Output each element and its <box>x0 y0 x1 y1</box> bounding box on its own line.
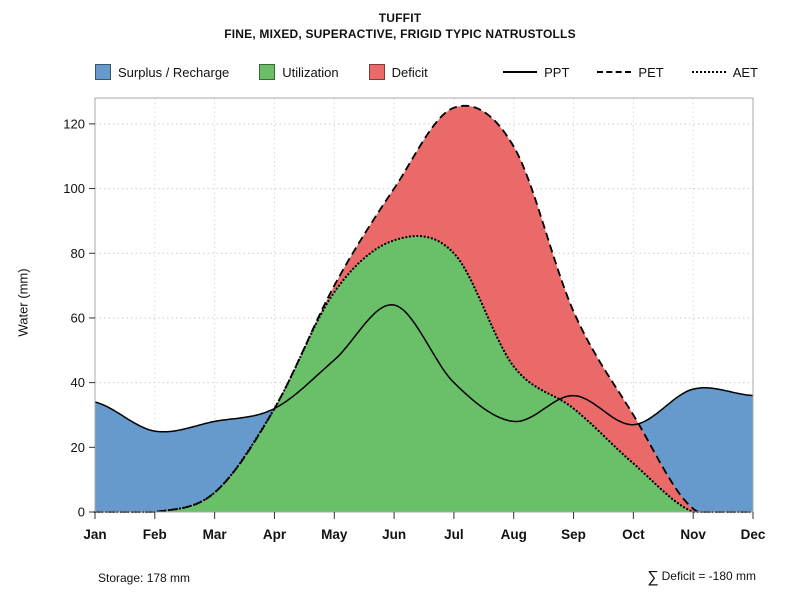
legend-label: Deficit <box>391 64 428 80</box>
x-tick-label: Mar <box>203 527 228 542</box>
x-tick-label: Jan <box>83 527 106 542</box>
chart-title-block: TUFFIT FINE, MIXED, SUPERACTIVE, FRIGID … <box>0 10 800 42</box>
x-tick-label: May <box>321 527 348 542</box>
area-deficit <box>278 105 699 513</box>
x-tick-label: Jul <box>444 527 464 542</box>
legend-label: PET <box>638 64 664 80</box>
x-tick-label: Oct <box>622 527 645 542</box>
y-tick-label: 0 <box>78 505 85 520</box>
legend-item-utilization: Utilization <box>259 64 339 80</box>
x-tick-label: Nov <box>680 527 706 542</box>
legend-label: Utilization <box>282 64 339 80</box>
ppt-line-sample <box>503 71 538 73</box>
legend-item-surplus: Surplus / Recharge <box>95 64 229 80</box>
legend-label: AET <box>732 64 758 80</box>
chart-title-line1: TUFFIT <box>378 11 422 25</box>
chart-title-line2: FINE, MIXED, SUPERACTIVE, FRIGID TYPIC N… <box>224 27 576 41</box>
deficit-annotation-text: Deficit = -180 mm <box>661 569 756 583</box>
deficit-annotation: ∑ Deficit = -180 mm <box>647 569 756 587</box>
y-tick-label: 60 <box>71 310 85 325</box>
x-tick-label: Dec <box>741 527 766 542</box>
legend-lines: PPT PET AET <box>503 65 758 80</box>
plot-border <box>94 97 754 513</box>
sum-symbol: ∑ <box>647 569 659 586</box>
area-utilization <box>155 236 693 512</box>
pet-line-sample <box>597 71 632 73</box>
legend-item-aet: AET <box>691 64 758 80</box>
chart-svg: 0 20 40 60 80 100 120 Jan Feb Mar Apr May Jun Jul Aug S… <box>63 97 766 542</box>
utilization-swatch <box>259 64 276 80</box>
x-tick-label: Feb <box>143 527 167 542</box>
line-ppt <box>94 304 754 433</box>
storage-annotation: Storage: 178 mm <box>98 571 191 585</box>
legend: Surplus / Recharge Utilization Deficit PPT P… <box>95 64 758 80</box>
legend-label: PPT <box>544 64 570 80</box>
y-tick-label: 20 <box>71 440 85 455</box>
x-tick-label: Apr <box>263 527 287 542</box>
y-tick-label: 100 <box>63 181 85 196</box>
aet-line-sample <box>691 71 726 73</box>
surplus-swatch <box>95 64 111 80</box>
x-tick-label: Jun <box>382 527 406 542</box>
y-tick-label: 80 <box>71 246 85 261</box>
legend-item-ppt: PPT <box>503 65 569 80</box>
x-tick-label: Sep <box>561 527 586 542</box>
legend-item-deficit: Deficit <box>368 64 428 80</box>
line-aet <box>93 234 755 514</box>
y-tick-label: 40 <box>71 375 85 390</box>
x-tick-label: Aug <box>501 527 527 542</box>
y-tick-label: 120 <box>63 116 85 131</box>
area-surplus <box>638 387 753 512</box>
deficit-swatch <box>368 64 385 80</box>
legend-item-pet: PET <box>597 64 664 80</box>
area-surplus <box>95 402 275 512</box>
legend-label: Surplus / Recharge <box>118 64 230 80</box>
